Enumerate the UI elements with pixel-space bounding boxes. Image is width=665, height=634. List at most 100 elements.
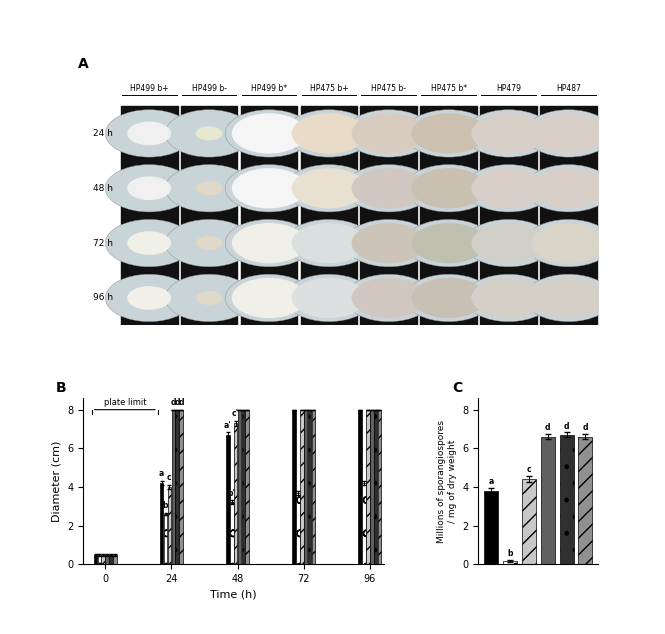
Ellipse shape [225, 275, 313, 321]
Bar [176, 410, 179, 564]
Ellipse shape [292, 278, 366, 318]
Ellipse shape [166, 219, 253, 267]
Bar [121, 271, 178, 325]
Text: 48 h: 48 h [93, 184, 114, 193]
Ellipse shape [525, 165, 612, 212]
Ellipse shape [196, 126, 222, 141]
Bar [362, 483, 366, 564]
Bar [540, 161, 597, 216]
Ellipse shape [525, 275, 612, 321]
Text: HP487: HP487 [556, 84, 581, 93]
Bar [164, 514, 168, 564]
Bar [121, 216, 178, 271]
Ellipse shape [292, 223, 366, 263]
Bar [378, 410, 381, 564]
Ellipse shape [531, 168, 606, 209]
Ellipse shape [471, 278, 546, 318]
Bar [234, 423, 237, 564]
Ellipse shape [105, 110, 193, 157]
Ellipse shape [225, 110, 313, 157]
Ellipse shape [352, 278, 426, 318]
Bar [181, 161, 237, 216]
Ellipse shape [352, 223, 426, 263]
Bar [420, 161, 477, 216]
Ellipse shape [471, 113, 546, 153]
Ellipse shape [196, 236, 222, 250]
Text: C: C [452, 381, 462, 395]
Ellipse shape [345, 275, 433, 321]
Text: A: A [78, 57, 88, 71]
Ellipse shape [531, 223, 606, 263]
Ellipse shape [531, 278, 606, 318]
Ellipse shape [285, 275, 372, 321]
Ellipse shape [525, 110, 612, 157]
Text: d: d [583, 424, 588, 432]
Text: a: a [159, 469, 164, 478]
Ellipse shape [352, 168, 426, 209]
Text: c: c [167, 473, 172, 482]
Bar [296, 493, 300, 564]
Bar [360, 106, 417, 161]
Ellipse shape [412, 278, 486, 318]
Ellipse shape [166, 275, 253, 321]
Bar [168, 487, 171, 564]
Ellipse shape [231, 278, 306, 318]
Ellipse shape [531, 113, 606, 153]
Bar [113, 555, 116, 564]
Ellipse shape [345, 110, 433, 157]
Bar [522, 479, 536, 564]
Bar [121, 161, 178, 216]
Bar [559, 435, 574, 564]
Text: a: a [489, 477, 494, 486]
Bar [121, 106, 178, 161]
Text: a': a' [224, 420, 231, 430]
Text: HP475 b+: HP475 b+ [310, 84, 348, 93]
Text: HP475 b-: HP475 b- [371, 84, 406, 93]
Bar [579, 437, 593, 564]
Bar [180, 410, 183, 564]
Bar [181, 106, 237, 161]
Bar [172, 410, 175, 564]
Ellipse shape [412, 223, 486, 263]
Bar [480, 216, 537, 271]
Text: plate limit: plate limit [104, 398, 146, 407]
Bar [226, 435, 229, 564]
Bar [160, 483, 164, 564]
Bar [540, 271, 597, 325]
Bar [358, 410, 362, 564]
Bar [503, 561, 517, 564]
Ellipse shape [412, 168, 486, 209]
Text: b: b [163, 501, 168, 510]
Bar [241, 410, 245, 564]
Text: HP499 b+: HP499 b+ [130, 84, 168, 93]
Text: HP479: HP479 [496, 84, 521, 93]
Text: HP475 b*: HP475 b* [431, 84, 467, 93]
Y-axis label: Diameter (cm): Diameter (cm) [52, 441, 62, 522]
Bar [420, 216, 477, 271]
Bar [301, 216, 357, 271]
Text: 96 h: 96 h [93, 294, 114, 302]
Text: d: d [174, 398, 180, 407]
Ellipse shape [105, 275, 193, 321]
X-axis label: Time (h): Time (h) [210, 590, 257, 600]
Text: d: d [178, 398, 184, 407]
Ellipse shape [127, 176, 171, 200]
Bar [308, 410, 311, 564]
Bar [109, 555, 113, 564]
Ellipse shape [465, 219, 553, 267]
Ellipse shape [465, 165, 553, 212]
Ellipse shape [196, 291, 222, 305]
Bar [420, 271, 477, 325]
Ellipse shape [166, 165, 253, 212]
Ellipse shape [285, 165, 372, 212]
Ellipse shape [352, 113, 426, 153]
Ellipse shape [465, 110, 553, 157]
Bar [370, 410, 374, 564]
Text: d: d [545, 424, 551, 432]
Ellipse shape [412, 113, 486, 153]
Bar [360, 271, 417, 325]
Text: 72 h: 72 h [93, 238, 114, 248]
Ellipse shape [471, 168, 546, 209]
Ellipse shape [292, 168, 366, 209]
Bar [181, 216, 237, 271]
